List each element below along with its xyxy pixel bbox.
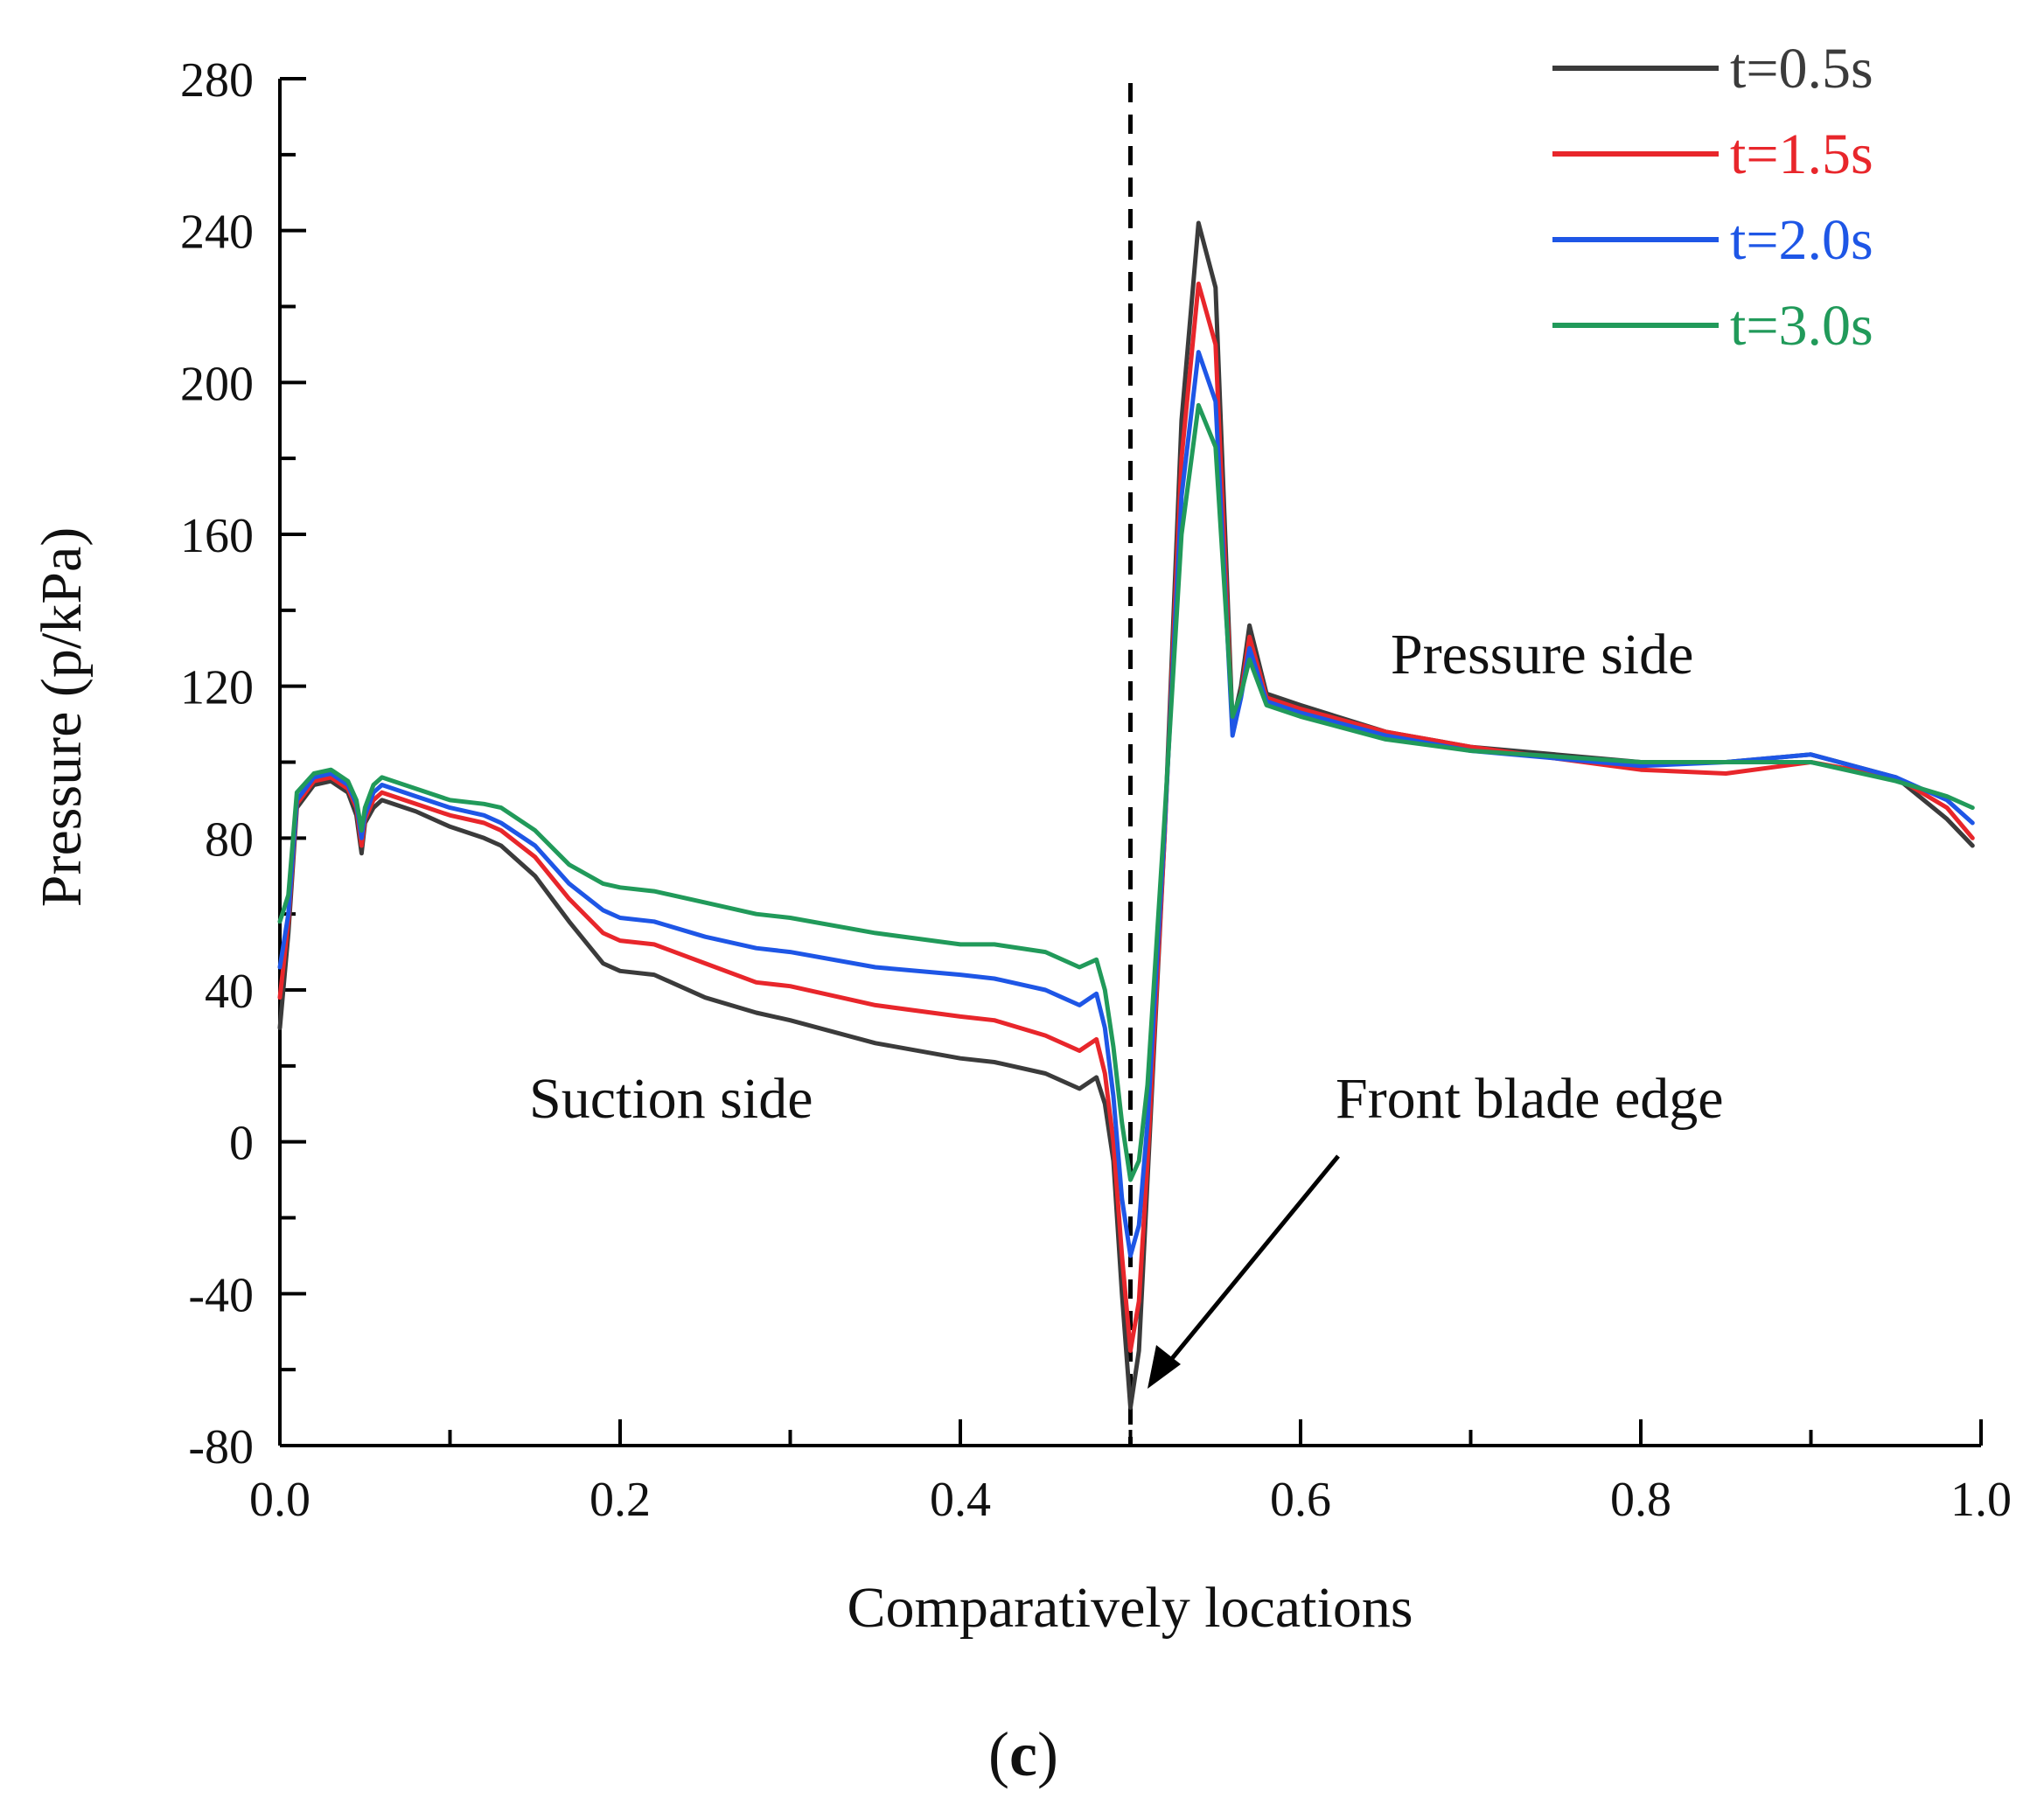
x-tick-label: 0.0 [249,1473,310,1527]
y-tick-label: 0 [229,1117,254,1171]
legend-entry-label: t=1.5s [1730,122,1873,186]
legend: t=0.5s t=1.5s t=2.0s t=3.0s [1552,37,1873,358]
series-line-4 [277,402,1975,1182]
series-lines [277,220,1975,1411]
y-tick-label: 240 [180,206,254,260]
series-line-1 [277,220,1975,1411]
y-axis-label: Pressure (p/kPa) [30,527,94,907]
x-tick-label: 1.0 [1950,1473,2012,1527]
y-tick-label: 160 [180,509,254,563]
x-tick-label: 0.8 [1610,1473,1671,1527]
y-tick-label: 80 [205,812,254,867]
pressure-side-label: Pressure side [1391,623,1693,686]
y-axis-ticks: -80 -40 0 40 80 120 160 200 240 280 [180,53,306,1474]
x-axis-ticks: 0.0 0.2 0.4 0.6 0.8 1.0 [249,1419,2012,1527]
legend-entry-label: t=2.0s [1730,208,1873,272]
panel-label: (c) [988,1719,1058,1789]
y-tick-label: 200 [180,357,254,411]
series-line-3 [277,350,1975,1258]
series-line-2 [277,282,1975,1353]
legend-entry-label: t=3.0s [1730,294,1873,358]
y-tick-label: -80 [188,1420,254,1474]
y-tick-label: 120 [180,661,254,715]
x-tick-label: 0.2 [589,1473,651,1527]
legend-entry-label: t=0.5s [1730,37,1873,101]
x-tick-label: 0.4 [930,1473,991,1527]
y-tick-label: 280 [180,53,254,108]
y-tick-label: 40 [205,965,254,1019]
y-tick-label: -40 [188,1268,254,1322]
front-blade-edge-arrow [1164,1154,1340,1368]
front-blade-edge-label: Front blade edge [1336,1067,1724,1131]
x-tick-label: 0.6 [1270,1473,1331,1527]
suction-side-label: Suction side [529,1067,813,1131]
x-axis-label: Comparatively locations [847,1576,1413,1640]
arrow-head-icon [1148,1345,1181,1389]
